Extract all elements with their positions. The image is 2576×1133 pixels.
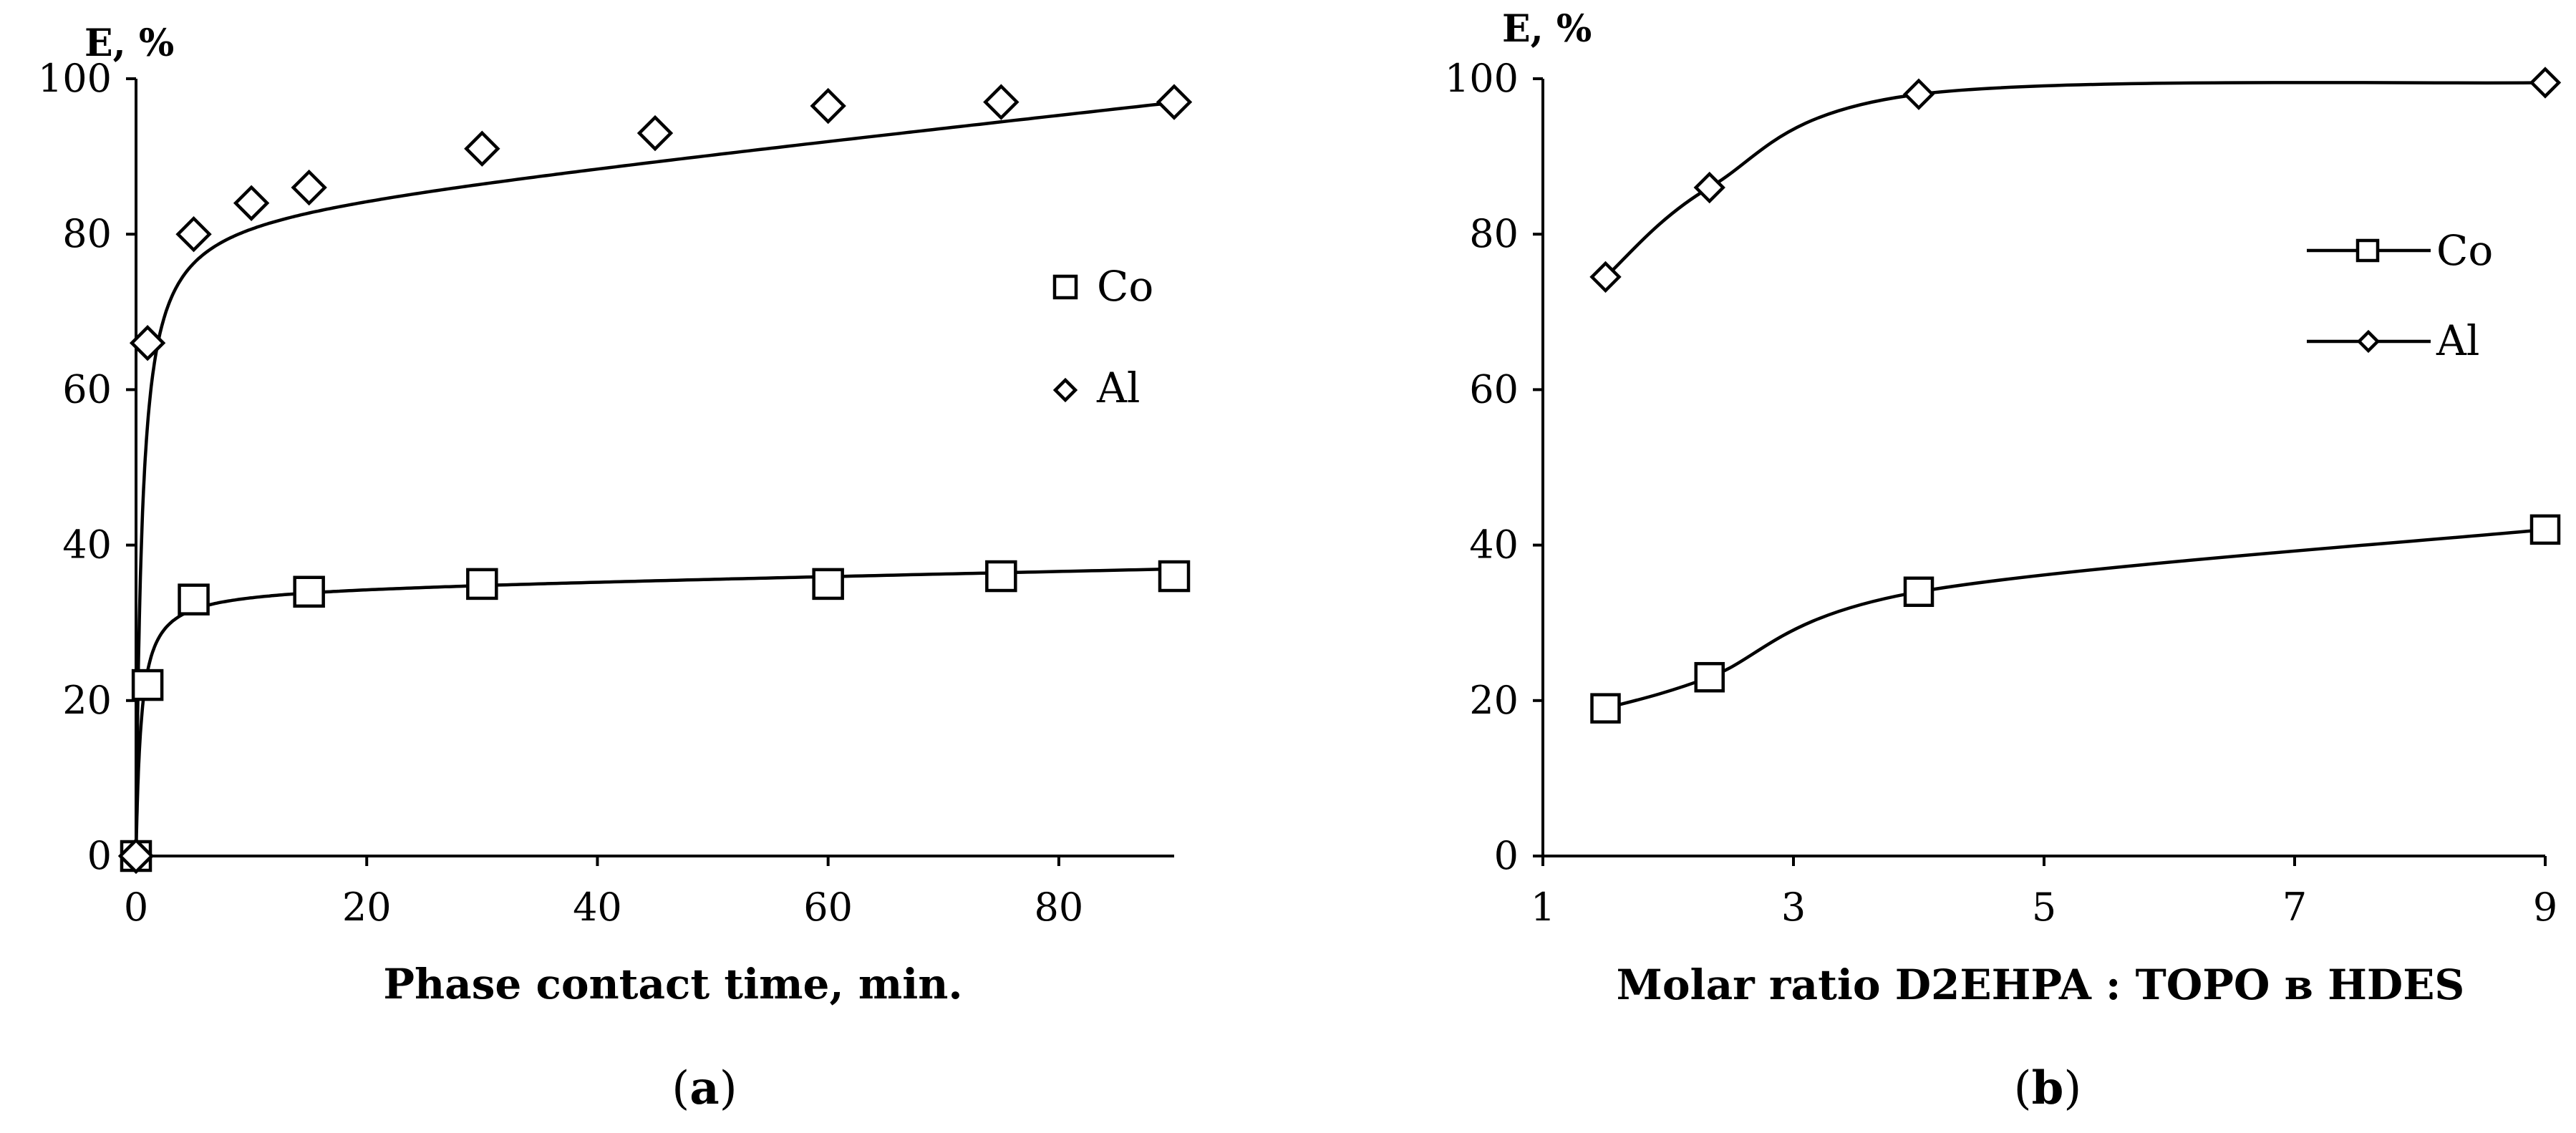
x-tick-label: 20 bbox=[342, 885, 392, 930]
legend-marker-diamond bbox=[2356, 329, 2381, 354]
x-tick-label: 7 bbox=[2282, 885, 2307, 930]
data-point-al bbox=[1693, 171, 1725, 204]
panel-a-x-axis-label: Phase contact time, min. bbox=[383, 960, 962, 1008]
data-point-al bbox=[636, 115, 674, 152]
panel-a-legend-co: Co bbox=[1097, 262, 1153, 311]
y-tick-label: 80 bbox=[1469, 211, 1519, 256]
data-point-al bbox=[1589, 261, 1622, 293]
data-point-al bbox=[175, 216, 212, 253]
x-tick-label: 3 bbox=[1781, 885, 1806, 930]
series-line-co bbox=[134, 567, 1175, 856]
y-tick-label: 100 bbox=[1445, 56, 1519, 101]
y-tick-label: 0 bbox=[87, 833, 112, 878]
data-point-co bbox=[466, 568, 498, 600]
data-point-co bbox=[2529, 514, 2561, 545]
panel-b-caption: (b) bbox=[2014, 1061, 2082, 1115]
x-tick-label: 40 bbox=[573, 885, 622, 930]
panel-b-molar-ratio-chart: 0 20 40 60 80 100 1 3 5 7 9 E, % Molar ratio D2EH… bbox=[1445, 7, 2562, 1115]
series-line-al bbox=[134, 100, 1175, 856]
data-point-co bbox=[1158, 560, 1191, 593]
data-point-al bbox=[233, 185, 270, 221]
panel-a-y-axis-label: E, % bbox=[84, 21, 174, 65]
panel-b-legend-co: Co bbox=[2436, 226, 2493, 275]
panel-a-kinetics-chart: 0 20 40 60 80 100 0 20 40 60 80 E, % Phase contac… bbox=[38, 21, 1193, 1115]
data-point-al bbox=[291, 169, 327, 206]
x-tick-label: 60 bbox=[803, 885, 853, 930]
series-line-al bbox=[1604, 81, 2546, 278]
x-tick-label: 0 bbox=[124, 885, 148, 930]
panel-b-y-axis-label: E, % bbox=[1502, 7, 1592, 51]
data-point-al bbox=[117, 837, 155, 875]
panel-a-legend: Co Al bbox=[1052, 262, 1153, 412]
data-point-co bbox=[812, 568, 844, 600]
x-tick-label: 9 bbox=[2533, 885, 2557, 930]
y-tick-label: 20 bbox=[62, 678, 112, 723]
y-tick-label: 80 bbox=[62, 211, 112, 256]
panel-b-legend: Co Al bbox=[2307, 226, 2493, 365]
data-point-al bbox=[810, 87, 846, 125]
data-point-al bbox=[129, 325, 166, 361]
legend-marker-square bbox=[1052, 274, 1078, 300]
y-tick-label: 40 bbox=[62, 522, 112, 568]
data-point-al bbox=[2529, 67, 2562, 99]
data-point-co bbox=[1590, 693, 1621, 724]
legend-marker-square bbox=[2355, 238, 2380, 263]
y-tick-label: 60 bbox=[62, 366, 112, 412]
series-line-co bbox=[1604, 527, 2546, 710]
y-tick-label: 100 bbox=[38, 56, 112, 101]
data-point-co bbox=[293, 575, 325, 608]
data-point-co bbox=[131, 668, 164, 701]
data-point-co bbox=[1903, 576, 1935, 608]
panel-b-x-axis-label: Molar ratio D2EHPA : TOPO в HDES bbox=[1617, 961, 2465, 1009]
data-point-co bbox=[1694, 661, 1725, 693]
y-tick-label: 60 bbox=[1469, 366, 1519, 412]
panel-a-caption: (a) bbox=[672, 1061, 737, 1115]
data-point-al bbox=[1902, 78, 1935, 110]
y-tick-label: 20 bbox=[1469, 678, 1519, 723]
panel-b-legend-al: Al bbox=[2436, 316, 2479, 365]
legend-marker-diamond bbox=[1052, 377, 1078, 403]
panel-a-legend-al: Al bbox=[1096, 364, 1140, 412]
data-point-co bbox=[985, 560, 1017, 593]
y-tick-label: 0 bbox=[1494, 833, 1519, 878]
data-point-al bbox=[464, 130, 500, 167]
data-point-al bbox=[1156, 84, 1193, 120]
x-tick-label: 5 bbox=[2032, 885, 2056, 930]
y-tick-label: 40 bbox=[1469, 522, 1519, 568]
x-tick-label: 1 bbox=[1531, 885, 1555, 930]
data-point-co bbox=[178, 583, 210, 616]
x-tick-label: 80 bbox=[1035, 885, 1084, 930]
data-point-al bbox=[983, 84, 1020, 120]
